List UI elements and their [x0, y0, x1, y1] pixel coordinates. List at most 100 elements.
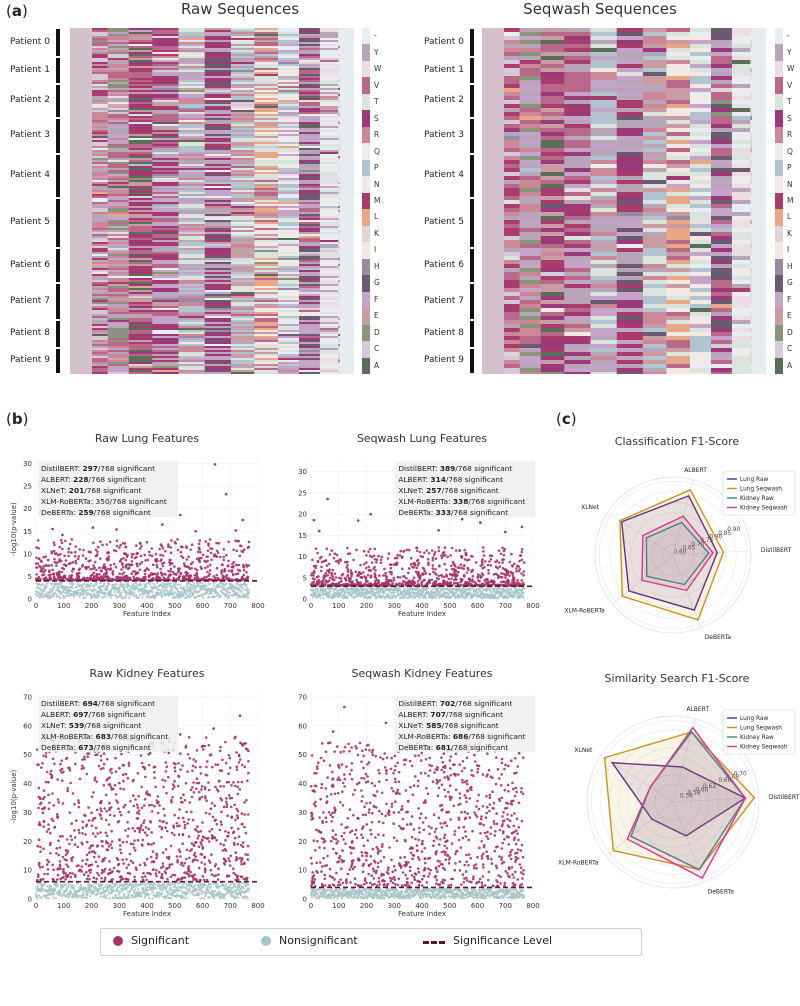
significant-point	[60, 779, 64, 783]
significant-point	[53, 825, 57, 829]
significant-point	[497, 549, 501, 552]
significant-point	[199, 551, 202, 554]
significant-point	[196, 825, 199, 828]
significant-point	[414, 570, 418, 574]
raw-aa-label: M	[374, 196, 381, 205]
significant-point	[51, 792, 54, 795]
significant-point	[113, 783, 117, 787]
significant-point	[140, 761, 144, 765]
significant-point	[186, 770, 189, 773]
significant-point	[227, 831, 230, 834]
significant-point	[201, 845, 204, 849]
significant-point	[174, 542, 178, 545]
significant-point	[203, 786, 207, 789]
nonsignificant-point	[170, 593, 173, 597]
significant-point	[312, 574, 315, 577]
significant-point	[246, 858, 250, 861]
nonsignificant-point	[522, 592, 525, 595]
significant-point	[380, 555, 384, 559]
significant-point	[416, 580, 420, 583]
significant-point	[153, 771, 156, 774]
significant-point	[516, 578, 519, 582]
significant-point	[220, 810, 223, 814]
y-tick-label: 30	[23, 809, 32, 817]
significant-point	[209, 551, 213, 555]
significant-point	[508, 560, 512, 564]
significant-point	[207, 544, 210, 547]
significant-point	[131, 842, 135, 846]
nonsignificant-point	[79, 884, 83, 887]
significant-point	[242, 877, 246, 881]
significant-point	[217, 542, 221, 545]
nonsignificant-point	[133, 888, 137, 891]
significant-point	[136, 552, 139, 555]
significant-point	[165, 821, 168, 825]
significant-point	[141, 875, 144, 879]
significant-point	[222, 555, 225, 559]
x-tick-label: 300	[388, 602, 401, 610]
significant-point	[90, 863, 94, 867]
significant-point	[70, 551, 73, 554]
raw-aa-swatch	[362, 242, 370, 259]
nonsignificant-point	[137, 596, 140, 600]
significant-point	[188, 856, 191, 860]
significant-point	[506, 570, 510, 574]
nonsignificant-point	[504, 590, 508, 593]
significant-point	[424, 572, 428, 575]
significant-point	[509, 570, 513, 574]
raw-aa-label: G	[374, 278, 380, 288]
nonsignificant-point	[203, 583, 206, 586]
significant-point	[178, 824, 181, 827]
nonsignificant-point	[42, 593, 45, 596]
nonsignificant-point	[160, 591, 163, 594]
significant-point	[145, 790, 149, 793]
nonsignificant-point	[215, 594, 219, 597]
seqwash-patient-label: Patient 2	[424, 95, 464, 105]
significant-point	[47, 807, 51, 811]
significant-point	[470, 569, 474, 573]
nonsignificant-point	[208, 595, 211, 599]
significant-point	[155, 854, 159, 857]
significant-point	[51, 527, 54, 531]
seqwash-patient-label: Patient 9	[424, 355, 464, 365]
raw-aa-label: P	[374, 163, 379, 173]
significant-point	[150, 547, 154, 550]
significant-point	[88, 851, 91, 854]
significant-point	[204, 736, 208, 739]
significant-point	[520, 525, 524, 529]
nonsignificant-point	[241, 592, 245, 595]
nonsignificant-point	[335, 587, 338, 590]
nonsignificant-point	[96, 596, 99, 599]
significant-point	[487, 568, 490, 572]
significant-point	[467, 558, 471, 561]
significant-point	[127, 863, 130, 866]
significant-point	[126, 567, 130, 570]
significant-point	[396, 575, 400, 579]
significant-point	[39, 569, 43, 572]
nonsignificant-point	[88, 588, 91, 591]
significant-point	[97, 874, 101, 877]
nonsignificant-point	[226, 591, 229, 594]
significant-point	[147, 753, 150, 756]
significant-point	[405, 577, 408, 580]
significant-point	[56, 878, 59, 881]
significant-point	[36, 562, 40, 565]
significant-point	[192, 853, 196, 857]
significant-point	[204, 773, 208, 777]
significant-point	[330, 571, 333, 575]
seqwash-patient-bracket	[470, 249, 474, 282]
significant-point	[420, 584, 424, 587]
significant-point	[443, 581, 447, 584]
significant-point	[164, 549, 167, 553]
significant-point	[94, 826, 98, 830]
significant-point	[81, 859, 84, 862]
nonsignificant-point	[157, 891, 161, 895]
significant-point	[170, 798, 173, 802]
significant-point	[42, 556, 45, 559]
raw-aa-swatch	[362, 93, 370, 111]
significant-point	[122, 571, 126, 574]
significant-point	[70, 538, 74, 541]
significant-point	[159, 866, 163, 870]
nonsignificant-point	[78, 595, 81, 598]
